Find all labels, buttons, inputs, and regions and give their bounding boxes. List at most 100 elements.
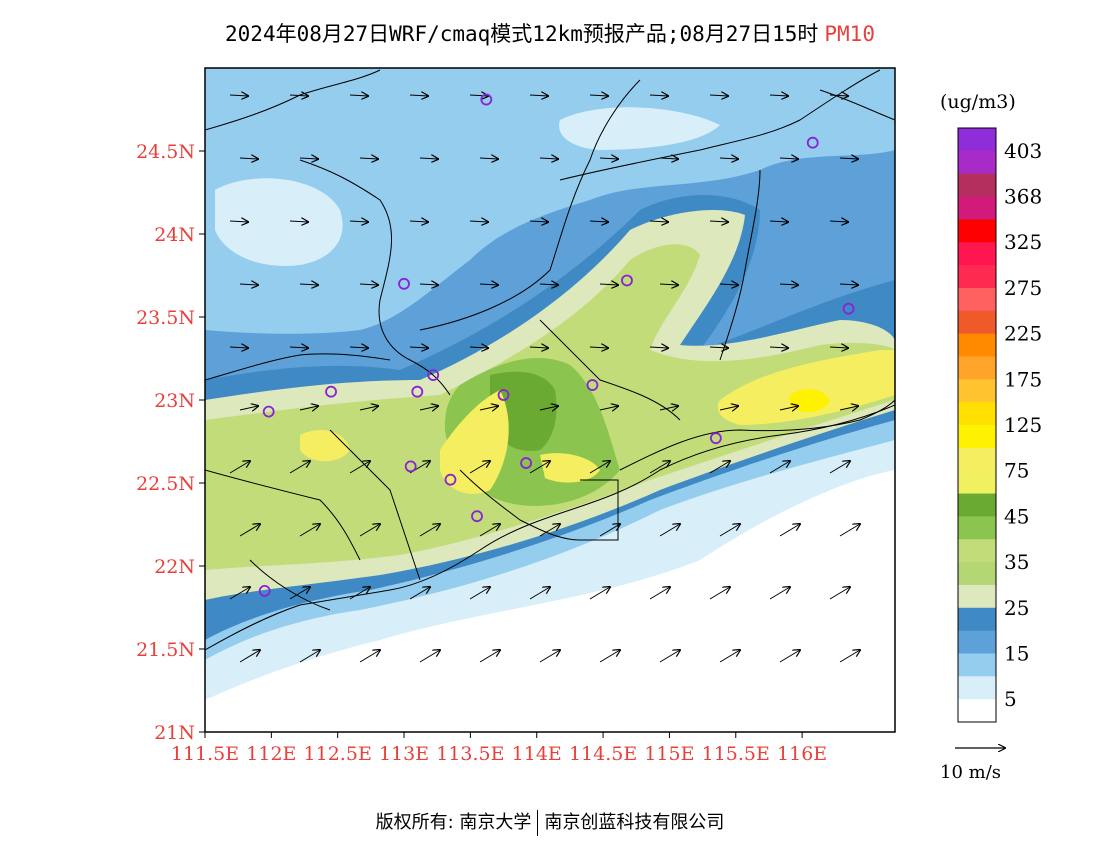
station-marker bbox=[427, 369, 440, 382]
boundary-line bbox=[205, 469, 361, 561]
colorbar-label: 225 bbox=[1004, 322, 1042, 346]
colorbar-bin bbox=[958, 150, 996, 175]
wind-arrow bbox=[299, 650, 320, 663]
colorbar-label: 368 bbox=[1004, 185, 1042, 209]
wind-arrow bbox=[409, 347, 428, 348]
colorbar-bin bbox=[958, 584, 996, 609]
wind-arrow bbox=[769, 347, 788, 348]
colorbar-label: 15 bbox=[1004, 641, 1029, 665]
lat-tick-label: 21N bbox=[154, 722, 195, 744]
lat-tick-label: 24N bbox=[154, 224, 195, 246]
wind-arrow bbox=[719, 284, 738, 285]
wind-arrow bbox=[839, 158, 858, 159]
wind-arrow bbox=[229, 221, 248, 222]
lon-tick-label: 111.5E bbox=[171, 743, 239, 765]
colorbar-bin bbox=[958, 379, 996, 403]
boundary-line bbox=[329, 429, 421, 581]
boundary-line bbox=[205, 69, 381, 131]
footer-copyright: 版权所有: 南京大学 bbox=[375, 812, 532, 833]
coastline bbox=[205, 404, 895, 651]
wind-arrow bbox=[719, 406, 738, 410]
wind-arrow bbox=[599, 524, 620, 537]
wind-arrow bbox=[769, 461, 790, 474]
wind-arrow bbox=[829, 221, 848, 222]
boundary-line bbox=[539, 319, 681, 421]
wind-arrow bbox=[709, 221, 728, 222]
colorbar-bin bbox=[958, 402, 996, 426]
boundary-line bbox=[459, 469, 619, 541]
wind-arrow bbox=[479, 650, 500, 663]
boundary-line bbox=[419, 79, 641, 331]
wind-arrow bbox=[229, 587, 250, 600]
wind-arrow bbox=[709, 95, 728, 96]
lat-tick-label: 22N bbox=[154, 556, 195, 578]
wind-arrow bbox=[469, 95, 488, 96]
wind-arrow bbox=[479, 406, 498, 410]
wind-arrow bbox=[589, 587, 610, 600]
boundary-line bbox=[559, 69, 881, 181]
station-marker bbox=[258, 585, 271, 597]
wind-arrow bbox=[469, 587, 490, 600]
wind-arrow bbox=[529, 347, 548, 348]
wind-arrow bbox=[299, 524, 320, 537]
wind-arrow bbox=[239, 650, 260, 663]
station-marker bbox=[480, 93, 493, 106]
colorbar-label: 25 bbox=[1004, 596, 1029, 620]
wind-arrow bbox=[529, 587, 550, 600]
colorbar-bin bbox=[958, 493, 996, 517]
colorbar-bin bbox=[958, 242, 996, 266]
colorbar-bin bbox=[958, 333, 996, 357]
colorbar-bin bbox=[958, 630, 996, 654]
wind-arrow bbox=[469, 221, 488, 222]
wind-arrow bbox=[419, 650, 440, 663]
colorbar-label: 35 bbox=[1004, 550, 1029, 574]
wind-arrow bbox=[839, 284, 858, 285]
station-marker bbox=[621, 274, 633, 287]
colorbar-bin bbox=[958, 310, 996, 335]
wind-arrow bbox=[469, 461, 490, 474]
boundary-line bbox=[205, 353, 391, 381]
lon-tick-label: 115.5E bbox=[702, 743, 770, 765]
colorbar-bin bbox=[958, 470, 996, 495]
station-marker bbox=[709, 432, 722, 445]
field-band-75b bbox=[540, 453, 600, 483]
wind-arrow bbox=[299, 284, 318, 285]
colorbar-bin bbox=[958, 356, 996, 380]
wind-arrow bbox=[299, 158, 318, 159]
wind-arrow bbox=[719, 158, 738, 159]
lon-tick-label: 114E bbox=[512, 743, 562, 765]
wind-arrow bbox=[599, 284, 618, 285]
chart-title: 2024年08月27日WRF/cmaq模式12km预报产品;08月27日15时 P… bbox=[0, 18, 1100, 48]
wind-arrow bbox=[419, 284, 438, 285]
boundary-line bbox=[299, 159, 451, 396]
colorbar-bin bbox=[958, 676, 996, 700]
wind-arrow bbox=[229, 461, 250, 474]
wind-arrow bbox=[349, 587, 370, 600]
wind-arrow bbox=[539, 524, 560, 537]
wind-arrow bbox=[359, 406, 378, 410]
wind-arrow bbox=[409, 587, 430, 600]
footer-separator bbox=[537, 810, 539, 836]
wind-arrow bbox=[769, 221, 788, 222]
lat-tick-label: 21.5N bbox=[136, 639, 195, 661]
wind-arrow bbox=[709, 461, 730, 474]
wind-arrow bbox=[289, 587, 310, 600]
wind-arrow bbox=[479, 158, 498, 159]
wind-arrow bbox=[659, 284, 678, 285]
field-light-top bbox=[205, 68, 895, 334]
monitoring-stations bbox=[258, 93, 855, 597]
wind-arrow bbox=[419, 524, 440, 537]
wind-arrow bbox=[649, 95, 668, 96]
wind-arrow bbox=[539, 284, 558, 285]
wind-arrow bbox=[479, 284, 498, 285]
wind-arrow bbox=[779, 158, 798, 159]
colorbar-label: 275 bbox=[1004, 276, 1042, 300]
colorbar: 403 368 325 275 225 175 125 75 45 35 25 15 5 bbox=[957, 127, 1042, 723]
wind-arrow bbox=[839, 524, 860, 537]
station-marker bbox=[398, 277, 410, 290]
wind-arrow bbox=[659, 406, 678, 410]
concentration-field bbox=[205, 68, 895, 732]
colorbar-bin bbox=[958, 265, 996, 289]
wind-arrow bbox=[839, 406, 858, 410]
